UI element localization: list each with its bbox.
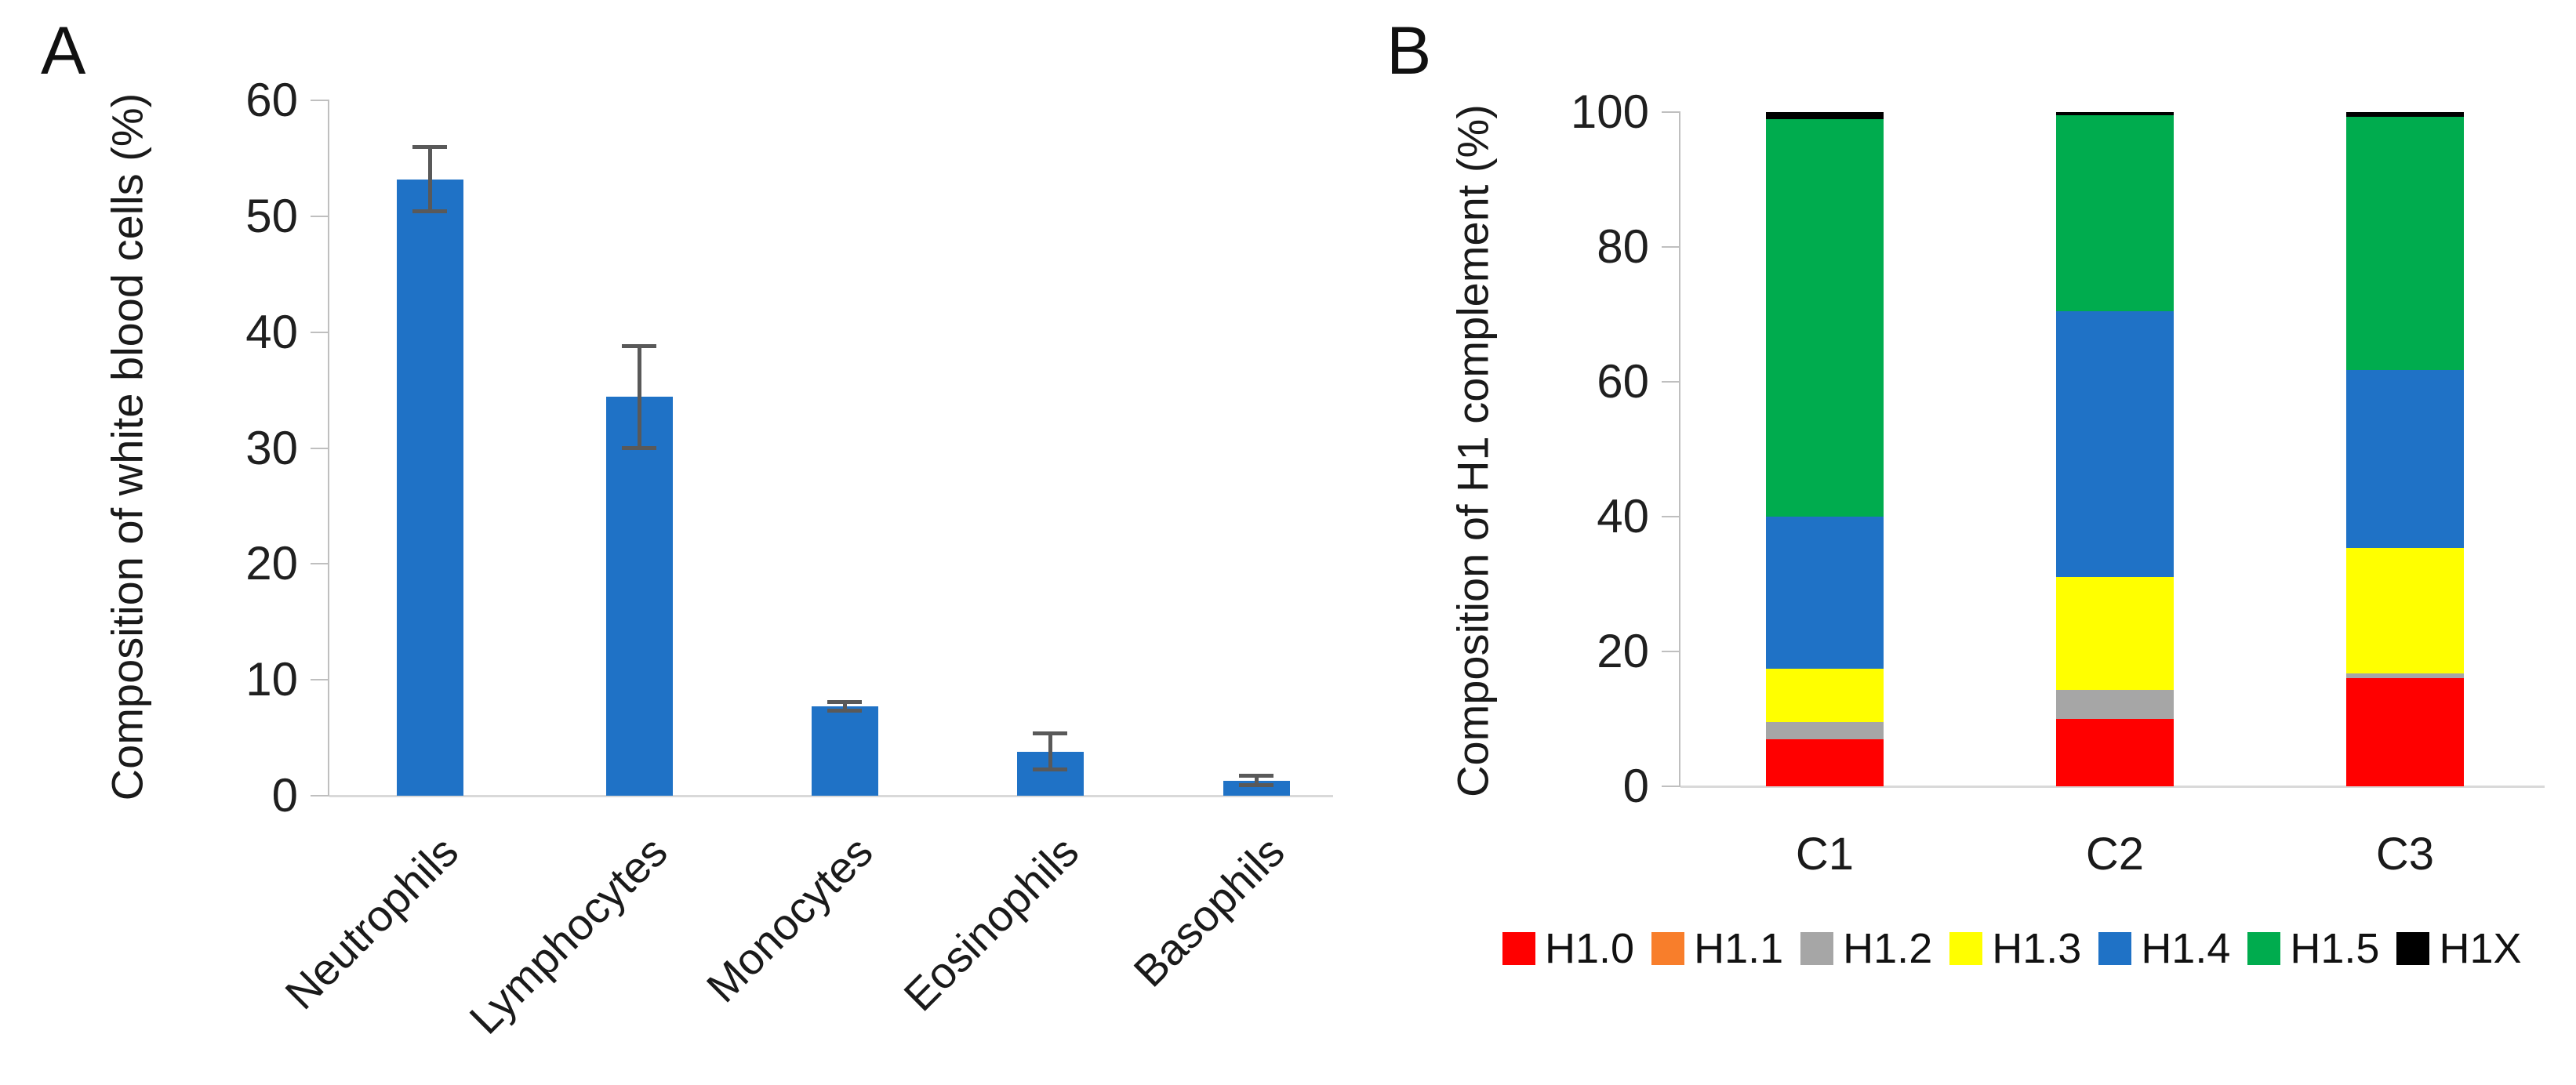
y-tick-mark: [1662, 651, 1680, 652]
y-tick-label: 20: [1597, 625, 1649, 677]
y-tick-mark: [311, 215, 329, 217]
error-bar-cap-top: [622, 344, 656, 349]
legend-item-h1.5: H1.5: [2247, 927, 2379, 970]
segment-c1-h1.4: [1766, 517, 1884, 669]
segment-c1-h1.5: [1766, 118, 1884, 517]
legend-label: H1.2: [1843, 925, 1933, 972]
legend-label: H1.5: [2290, 925, 2380, 972]
segment-c1-h1x: [1766, 112, 1884, 119]
y-tick-mark: [311, 679, 329, 681]
legend-swatch-h1.5: [2247, 932, 2281, 965]
y-tick-label: 50: [245, 189, 298, 242]
segment-c3-h1.5: [2346, 117, 2464, 370]
error-bar-cap-bottom: [622, 445, 656, 450]
error-bar-cap-bottom: [412, 209, 447, 213]
segment-c1-h1.3: [1766, 668, 1884, 723]
panel-a-label: A: [41, 13, 86, 89]
error-bar-cap-bottom: [1239, 783, 1273, 788]
legend-item-h1.3: H1.3: [1949, 927, 2081, 970]
segment-c2-h1x: [2056, 112, 2174, 116]
y-tick-label: 40: [1597, 490, 1649, 542]
y-axis-line: [1679, 112, 1680, 786]
error-bar-cap-bottom: [1033, 767, 1067, 772]
y-tick-mark: [1662, 516, 1680, 517]
y-tick-mark: [311, 795, 329, 797]
legend-swatch-h1x: [2396, 932, 2430, 965]
segment-c3-h1.4: [2346, 369, 2464, 549]
x-axis-line: [1680, 786, 2545, 788]
y-tick-label: 30: [245, 421, 298, 474]
error-bar-line: [1048, 733, 1052, 771]
segment-c2-h1.2: [2056, 690, 2174, 719]
x-category-label: C3: [2375, 829, 2435, 880]
legend-item-h1.1: H1.1: [1651, 927, 1783, 970]
y-tick-label: 100: [1570, 85, 1649, 138]
legend-swatch-h1.0: [1502, 932, 1535, 965]
error-bar-cap-top: [412, 145, 447, 150]
legend-item-h1.2: H1.2: [1800, 927, 1932, 970]
y-tick-mark: [1662, 111, 1680, 113]
segment-c3-h1x: [2346, 112, 2464, 118]
y-tick-mark: [311, 331, 329, 333]
legend-label: H1.1: [1694, 925, 1784, 972]
y-tick-label: 0: [1622, 760, 1649, 812]
panel-b-legend: H1.0 H1.1 H1.2 H1.3 H1.4 H1.5 H1X: [1502, 927, 2539, 970]
legend-label: H1X: [2439, 925, 2522, 972]
y-tick-mark: [1662, 786, 1680, 787]
error-bar-cap-top: [1239, 774, 1273, 778]
segment-c1-h1.2: [1766, 722, 1884, 739]
legend-item-h1.4: H1.4: [2098, 927, 2230, 970]
y-tick-label: 80: [1597, 220, 1649, 273]
segment-c3-h1.0: [2346, 678, 2464, 786]
legend-item-h1x: H1X: [2396, 925, 2522, 972]
legend-item-h1.0: H1.0: [1502, 927, 1634, 970]
y-tick-label: 0: [271, 769, 298, 822]
y-tick-mark: [1662, 381, 1680, 383]
legend-swatch-h1.3: [1949, 932, 1983, 965]
legend-swatch-h1.2: [1800, 932, 1834, 965]
y-tick-mark: [311, 563, 329, 565]
y-tick-label: 10: [245, 653, 298, 706]
y-tick-mark: [311, 447, 329, 449]
legend-label: H1.0: [1545, 925, 1635, 972]
segment-c3-h1.2: [2346, 673, 2464, 679]
x-axis-line: [329, 795, 1333, 797]
segment-c2-h1.0: [2056, 719, 2174, 786]
x-category-label: C1: [1795, 829, 1855, 880]
segment-c1-h1.0: [1766, 738, 1884, 786]
error-bar-line: [637, 346, 641, 448]
error-bar-cap-bottom: [827, 709, 862, 713]
legend-swatch-h1.4: [2098, 932, 2132, 965]
y-tick-label: 60: [245, 74, 298, 126]
segment-c3-h1.3: [2346, 548, 2464, 673]
error-bar-cap-top: [827, 700, 862, 705]
y-tick-label: 40: [245, 305, 298, 358]
bar-neutrophils: [396, 179, 463, 796]
legend-swatch-h1.1: [1651, 932, 1685, 965]
bar-lymphocytes: [605, 397, 673, 796]
bar-monocytes: [811, 706, 878, 796]
error-bar-line: [427, 147, 432, 212]
error-bar-line: [842, 702, 847, 712]
y-tick-mark: [1662, 246, 1680, 248]
x-category-label: C2: [2085, 829, 2145, 880]
error-bar-cap-top: [1033, 731, 1067, 736]
panel-b-label: B: [1386, 13, 1432, 89]
legend-label: H1.4: [2141, 925, 2231, 972]
error-bar-line: [1254, 775, 1259, 786]
y-tick-label: 20: [245, 537, 298, 590]
y-tick-label: 60: [1597, 355, 1649, 408]
segment-c2-h1.5: [2056, 115, 2174, 311]
y-tick-mark: [311, 100, 329, 101]
segment-c2-h1.4: [2056, 310, 2174, 578]
legend-label: H1.3: [1992, 925, 2082, 972]
segment-c2-h1.3: [2056, 577, 2174, 690]
